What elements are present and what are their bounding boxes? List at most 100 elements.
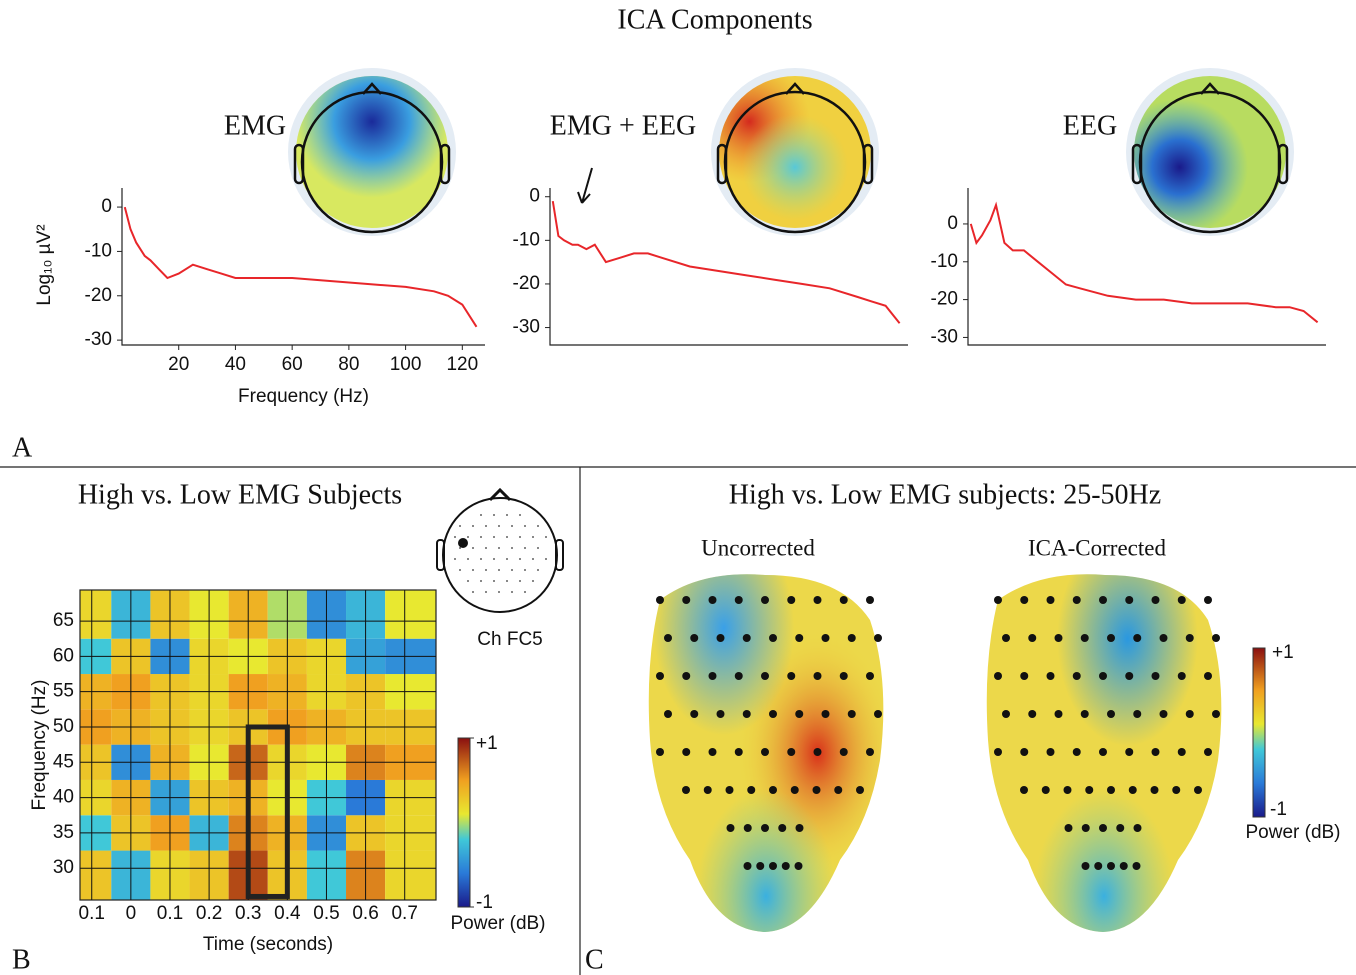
electrode [717, 710, 725, 718]
x-tick-label: 0.1 [157, 903, 183, 924]
montage-dot [485, 547, 487, 549]
electrode [726, 786, 734, 794]
electrode [814, 672, 822, 680]
electrode [813, 786, 821, 794]
electrode [795, 710, 803, 718]
electrode [866, 748, 874, 756]
electrode [1178, 672, 1186, 680]
montage-dot [532, 558, 534, 560]
electrode [1178, 596, 1186, 604]
electrode [1073, 672, 1081, 680]
electrode [795, 862, 803, 870]
electrode [1099, 596, 1107, 604]
montage-dot [519, 580, 521, 582]
montage-dot [524, 591, 526, 593]
electrode [735, 748, 743, 756]
electrode [769, 786, 777, 794]
electrode [769, 710, 777, 718]
electrode [866, 596, 874, 604]
electrode [761, 672, 769, 680]
heatmap-cell [80, 590, 111, 639]
chart-title: High vs. Low EMG Subjects [78, 479, 402, 510]
y-tick-label: 30 [53, 857, 74, 878]
montage-dot [485, 569, 487, 571]
electrode [787, 672, 795, 680]
y-tick-label: -30 [85, 329, 112, 350]
electrode [840, 596, 848, 604]
spectrum-line [125, 207, 477, 327]
panel-label: C [585, 944, 604, 975]
montage-dot [472, 547, 474, 549]
panel-title: High vs. Low EMG subjects: 25-50Hz [729, 479, 1161, 510]
montage-dot [459, 569, 461, 571]
electrode [822, 710, 830, 718]
colorbar-label: +1 [1272, 642, 1294, 663]
montage-dot [493, 536, 495, 538]
x-tick-label: 0.4 [274, 903, 301, 924]
axis [968, 188, 1326, 345]
montage-dot [506, 558, 508, 560]
electrode [1194, 786, 1202, 794]
electrode [682, 596, 690, 604]
electrode [1028, 710, 1036, 718]
electrode [717, 634, 725, 642]
colorbar [458, 738, 470, 907]
x-tick-label: 0 [126, 903, 137, 924]
electrode [994, 672, 1002, 680]
electrode [994, 748, 1002, 756]
electrode [782, 862, 790, 870]
electrode [1133, 710, 1141, 718]
electrode [761, 824, 769, 832]
electrode [743, 710, 751, 718]
montage-dot [459, 547, 461, 549]
annotation: Ch FC5 [477, 629, 542, 650]
electrode [1094, 862, 1102, 870]
electrode [796, 824, 804, 832]
electrode [656, 672, 664, 680]
electrode [795, 634, 803, 642]
electrode [994, 596, 1002, 604]
heatmap-cell [385, 590, 436, 639]
electrode [787, 596, 795, 604]
electrode [656, 596, 664, 604]
y-axis-label: Frequency (Hz) [29, 680, 50, 811]
electrode [1212, 634, 1220, 642]
montage-dot [519, 514, 521, 516]
electrode [1081, 634, 1089, 642]
electrode [664, 710, 672, 718]
panel-label: A [12, 432, 33, 463]
x-tick-label: 0.3 [235, 903, 261, 924]
electrode [709, 672, 717, 680]
electrode [656, 748, 664, 756]
montage-dot [511, 525, 513, 527]
electrode [1125, 672, 1133, 680]
electrode [1107, 634, 1115, 642]
electrode [744, 862, 752, 870]
montage-dot [537, 525, 539, 527]
electrode [1152, 672, 1160, 680]
electrode [874, 634, 882, 642]
electrode [840, 748, 848, 756]
y-tick-label: 35 [53, 822, 74, 843]
electrode [1064, 786, 1072, 794]
electrode [1152, 748, 1160, 756]
electrode [840, 672, 848, 680]
electrode [769, 634, 777, 642]
montage-dot [472, 569, 474, 571]
chart-title: EEG [1063, 110, 1117, 141]
topomap [1134, 76, 1286, 228]
montage [437, 490, 563, 612]
x-tick-label: 120 [446, 354, 478, 375]
electrode [848, 710, 856, 718]
montage-dot [506, 536, 508, 538]
montage-dot [519, 536, 521, 538]
electrode [1107, 862, 1115, 870]
montage-dot [459, 525, 461, 527]
y-tick-label: -10 [513, 229, 540, 250]
y-tick-label: 65 [53, 610, 74, 631]
electrode [761, 596, 769, 604]
map-label: Uncorrected [701, 535, 815, 560]
electrode [743, 634, 751, 642]
figure: ICA Components A B C High vs. Low EMG su… [0, 0, 1356, 975]
electrode [1186, 710, 1194, 718]
